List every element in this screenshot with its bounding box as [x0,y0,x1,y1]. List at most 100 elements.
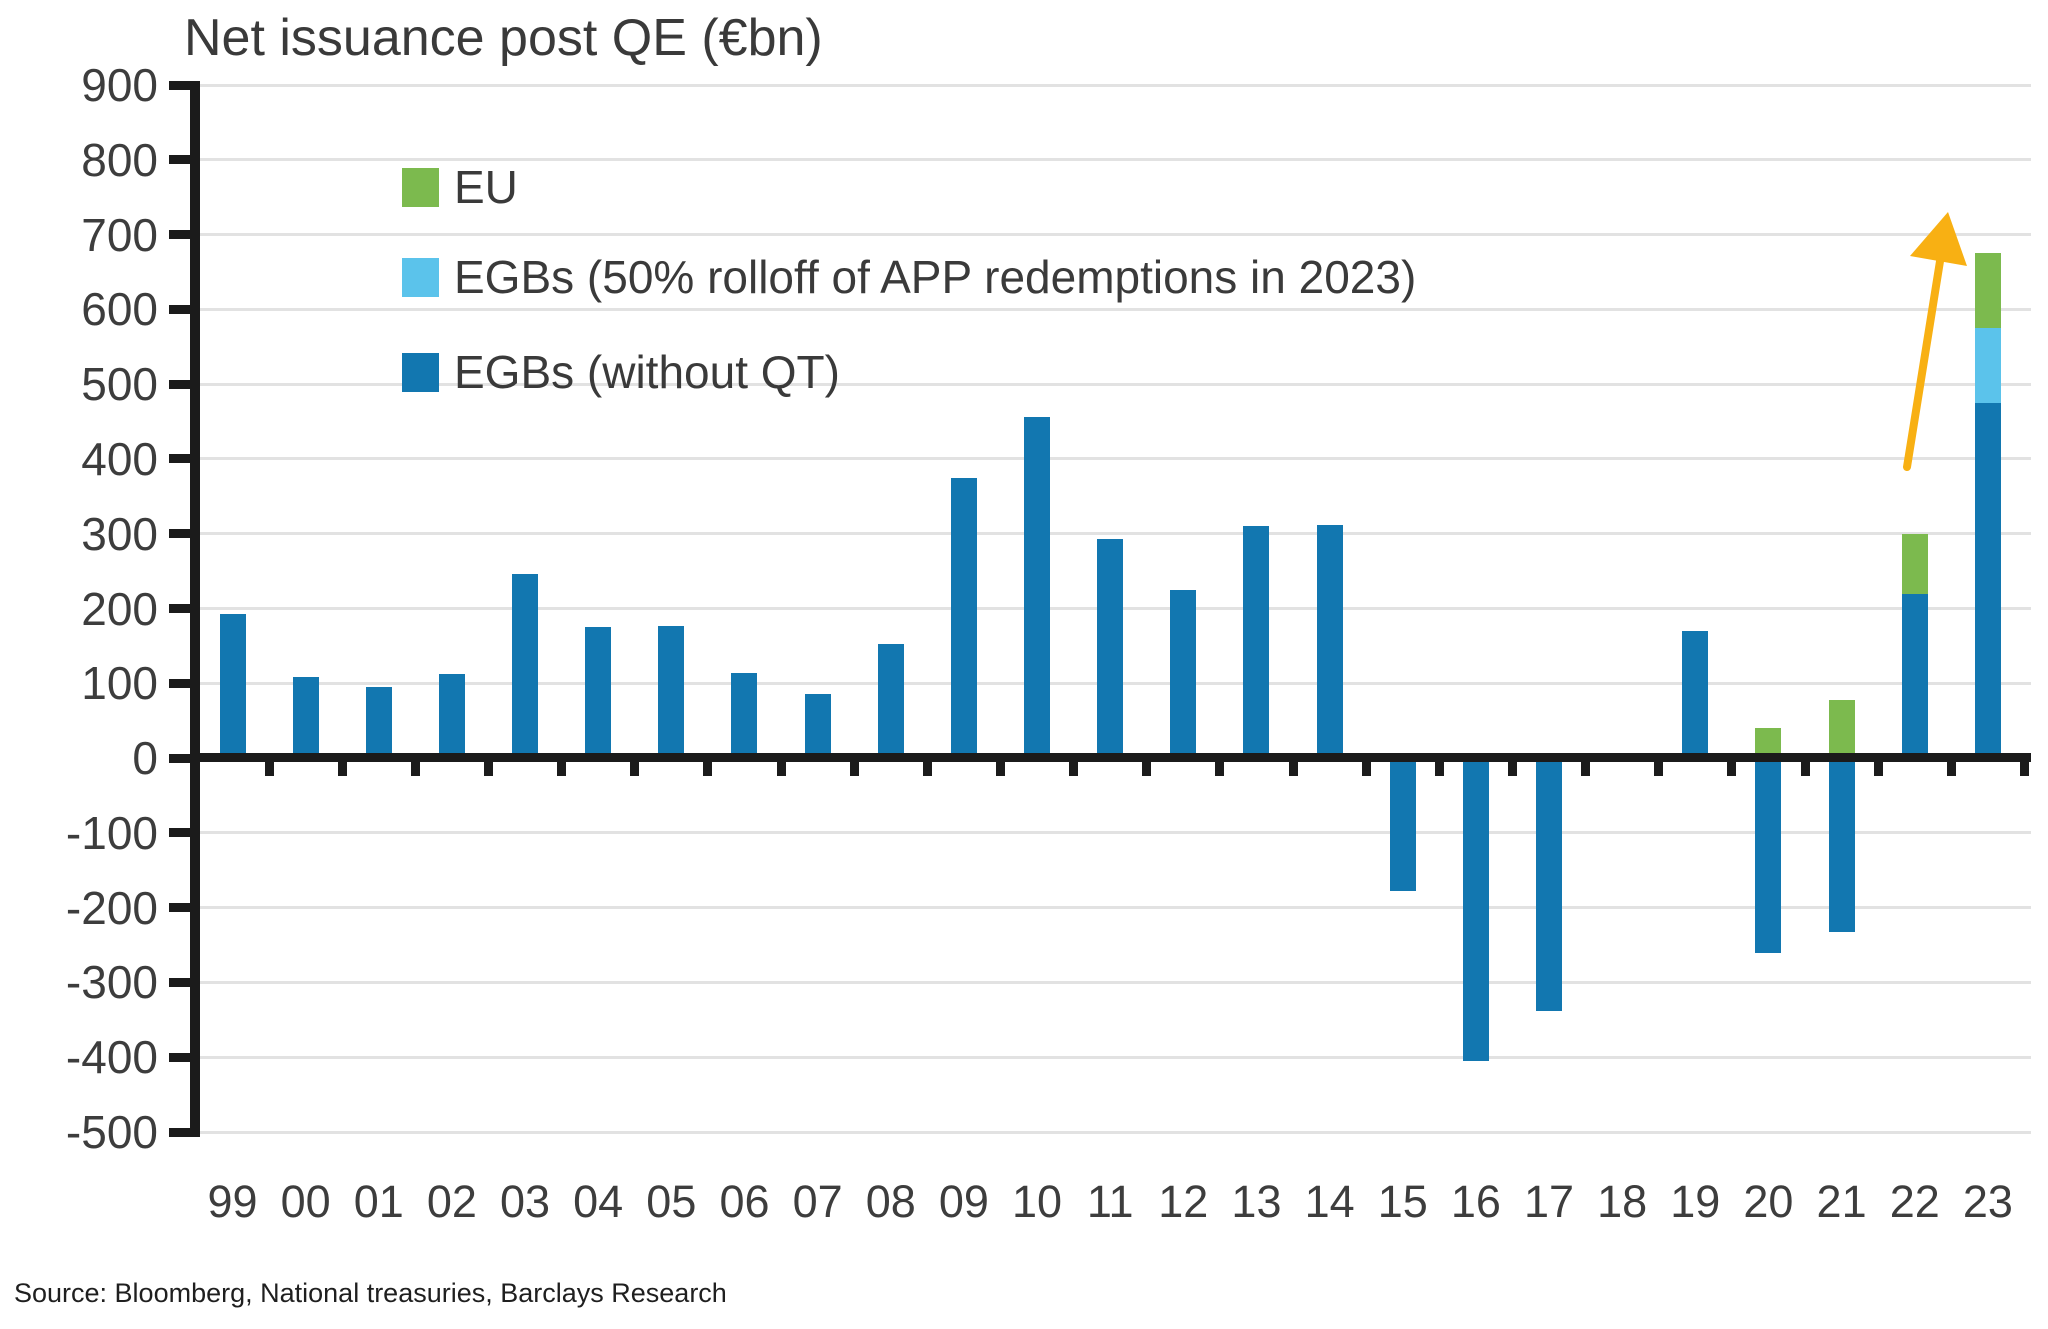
gridline-500 [197,382,2031,386]
bar-06-egb [731,672,758,759]
y-axis-label--100: -100 [65,806,158,859]
x-axis-label-99: 99 [207,1176,258,1227]
y-axis-label-400: 400 [81,432,158,485]
x-axis-label-18: 18 [1597,1176,1648,1227]
x-axis-label-07: 07 [792,1176,843,1227]
x-axis-label-21: 21 [1816,1176,1867,1227]
x-axis-label-11: 11 [1086,1176,1134,1227]
x-tick-2 [337,753,347,776]
y-axis-label-300: 300 [81,507,158,560]
gridline--100 [197,831,2031,835]
gridline--200 [197,906,2031,910]
bar-15-egb [1389,758,1416,892]
y-tick-500 [169,379,197,389]
y-tick-300 [169,529,197,539]
bar-14-egb [1316,524,1343,759]
y-axis-label-900: 900 [81,59,158,111]
y-axis-label-0: 0 [132,732,158,785]
y-tick--100 [169,828,197,838]
chart-title: Net issuance post QE (€bn) [184,9,823,67]
bar-07-egb [804,693,831,759]
legend-item-egb: EGBs (without QT) [402,346,840,398]
y-axis-label--500: -500 [65,1106,158,1158]
x-axis-label-06: 06 [719,1176,770,1227]
legend-label-eu: EU [454,161,518,213]
x-axis-label-04: 04 [573,1176,624,1227]
bar-09-egb [950,477,977,759]
gridline-700 [197,233,2031,237]
x-axis-label-16: 16 [1450,1176,1501,1227]
x-tick-1 [264,753,274,776]
x-axis-label-12: 12 [1158,1176,1209,1227]
zero-baseline [190,753,2031,762]
bar-21-eu [1828,699,1855,759]
gridline--500 [197,1130,2031,1134]
x-axis-label-15: 15 [1377,1176,1428,1227]
y-tick-800 [169,155,197,165]
gridline--300 [197,980,2031,984]
x-tick-4 [483,753,493,776]
x-tick-15 [1288,753,1298,776]
x-tick-3 [410,753,420,776]
source-text: Source: Bloomberg, National treasuries, … [14,1278,727,1308]
x-axis-label-19: 19 [1670,1176,1721,1227]
x-axis-label-03: 03 [500,1176,551,1227]
gridline-900 [197,83,2031,87]
y-tick--300 [169,977,197,987]
increase-arrow-icon [1903,212,1967,471]
y-tick--400 [169,1052,197,1062]
y-tick--500 [169,1127,197,1137]
x-tick-18 [1507,753,1517,776]
x-tick-23 [1873,753,1883,776]
x-tick-9 [849,753,859,776]
x-tick-8 [776,753,786,776]
x-axis-label-22: 22 [1889,1176,1940,1227]
bar-19-egb [1682,630,1709,759]
y-axis-label-700: 700 [81,208,158,261]
x-tick-13 [1142,753,1152,776]
bar-04-egb [585,627,612,759]
bar-21-egb [1828,758,1855,933]
x-axis-label-08: 08 [865,1176,916,1227]
gridline-600 [197,307,2031,311]
x-axis-label-09: 09 [938,1176,989,1227]
x-axis-label-00: 00 [280,1176,331,1227]
x-tick-10 [922,753,932,776]
gridline-300 [197,532,2031,536]
x-axis-label-23: 23 [1962,1176,2013,1227]
legend-item-egb-rolloff: EGBs (50% rolloff of APP redemptions in … [402,251,1416,303]
x-tick-24 [1946,753,1956,776]
bar-10-egb [1024,417,1051,759]
gridline-800 [197,158,2031,162]
x-tick-11 [995,753,1005,776]
egb-rolloff-swatch-icon [402,257,439,297]
y-axis-label--200: -200 [65,881,158,934]
gridline--400 [197,1055,2031,1059]
bar-05-egb [658,625,685,759]
legend-label-egb-rolloff: EGBs (50% rolloff of APP redemptions in … [454,251,1417,303]
x-axis-label-05: 05 [646,1176,697,1227]
y-tick-0 [169,753,197,763]
x-tick-21 [1727,753,1737,776]
bar-12-egb [1170,589,1197,759]
y-axis-label-200: 200 [81,582,158,635]
x-tick-17 [1434,753,1444,776]
y-axis-line [190,81,200,1137]
x-axis-label-02: 02 [426,1176,477,1227]
bar-01-egb [365,687,392,759]
bar-23-egb [1974,402,2001,759]
bar-11-egb [1097,538,1124,759]
x-axis-label-20: 20 [1743,1176,1794,1227]
y-axis-label-600: 600 [81,283,158,336]
x-tick-25 [2019,753,2029,776]
y-axis-label-800: 800 [81,133,158,186]
x-tick-6 [630,753,640,776]
y-tick-400 [169,454,197,464]
legend-label-egb: EGBs (without QT) [454,346,840,398]
x-axis-label-17: 17 [1523,1176,1575,1227]
y-tick-700 [169,230,197,240]
legend-item-eu: EU [402,161,518,213]
bar-23-eu [1974,253,2001,329]
y-tick-900 [169,80,197,90]
